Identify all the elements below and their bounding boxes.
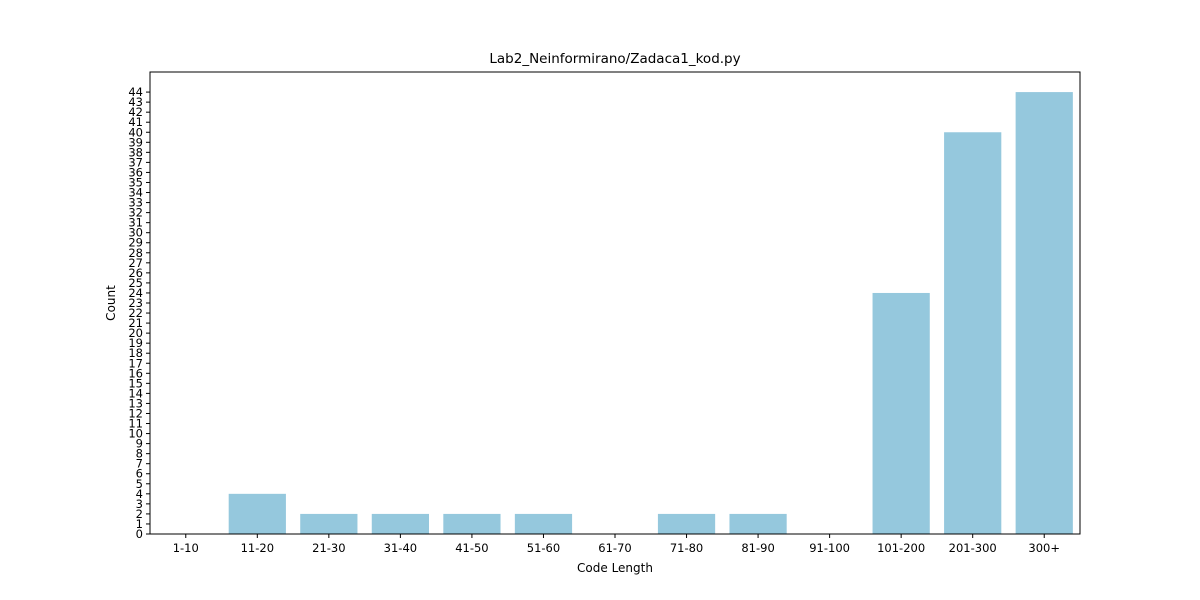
y-tick-label: 23 bbox=[128, 296, 143, 310]
y-tick-label: 40 bbox=[128, 125, 143, 139]
x-tick-label: 31-40 bbox=[384, 541, 417, 555]
y-tick-label: 36 bbox=[128, 165, 143, 179]
y-tick-label: 5 bbox=[136, 477, 143, 491]
y-tick-label: 26 bbox=[128, 266, 143, 280]
y-tick-label: 43 bbox=[128, 95, 143, 109]
y-tick-label: 16 bbox=[128, 366, 143, 380]
y-axis: 0123456789101112131415161718192021222324… bbox=[128, 85, 150, 541]
y-tick-label: 24 bbox=[128, 286, 143, 300]
y-tick-label: 11 bbox=[128, 417, 143, 431]
y-tick-label: 39 bbox=[128, 135, 143, 149]
x-tick-label: 300+ bbox=[1028, 541, 1060, 555]
x-tick-label: 91-100 bbox=[809, 541, 850, 555]
y-tick-label: 7 bbox=[136, 457, 143, 471]
y-tick-label: 37 bbox=[128, 155, 143, 169]
x-tick-label: 41-50 bbox=[455, 541, 488, 555]
y-tick-label: 9 bbox=[136, 437, 143, 451]
x-tick-label: 1-10 bbox=[173, 541, 199, 555]
bar-51-60 bbox=[514, 513, 573, 534]
x-tick-label: 51-60 bbox=[527, 541, 560, 555]
x-tick-label: 21-30 bbox=[312, 541, 345, 555]
y-tick-label: 31 bbox=[128, 216, 143, 230]
plot-frame bbox=[149, 71, 1081, 535]
y-tick-label: 27 bbox=[128, 256, 143, 270]
bar-11-20 bbox=[228, 493, 286, 534]
y-tick-label: 41 bbox=[128, 115, 143, 129]
y-tick-label: 14 bbox=[128, 386, 143, 400]
x-tick-label: 201-300 bbox=[949, 541, 997, 555]
y-tick-label: 4 bbox=[136, 487, 143, 501]
y-tick-label: 32 bbox=[128, 206, 143, 220]
y-tick-label: 35 bbox=[128, 175, 143, 189]
y-tick-label: 25 bbox=[128, 276, 143, 290]
y-tick-label: 1 bbox=[136, 517, 143, 531]
bars-layer bbox=[228, 92, 1073, 534]
y-tick-label: 12 bbox=[128, 406, 143, 420]
y-tick-label: 3 bbox=[136, 497, 143, 511]
y-tick-label: 42 bbox=[128, 105, 143, 119]
y-tick-label: 21 bbox=[128, 316, 143, 330]
y-tick-label: 28 bbox=[128, 246, 143, 260]
y-tick-label: 30 bbox=[128, 226, 143, 240]
y-tick-label: 19 bbox=[128, 336, 143, 350]
bar-31-40 bbox=[371, 513, 429, 534]
y-tick-label: 10 bbox=[128, 427, 143, 441]
y-tick-label: 15 bbox=[128, 376, 143, 390]
y-tick-label: 18 bbox=[128, 346, 143, 360]
y-tick-label: 0 bbox=[136, 527, 143, 541]
bar-201-300 bbox=[944, 132, 1002, 534]
y-tick-label: 2 bbox=[136, 507, 143, 521]
x-tick-label: 101-200 bbox=[877, 541, 925, 555]
y-tick-label: 29 bbox=[128, 236, 143, 250]
bar-300+ bbox=[1015, 92, 1073, 534]
x-axis: 1-10 11-20 21-30 31-40 41-50 51-60 61-70 71-80 8… bbox=[173, 534, 1060, 555]
y-axis-label: Count bbox=[104, 285, 118, 321]
y-tick-label: 13 bbox=[128, 396, 143, 410]
y-tick-label: 33 bbox=[128, 196, 143, 210]
y-tick-label: 20 bbox=[128, 326, 143, 340]
y-tick-label: 22 bbox=[128, 306, 143, 320]
y-tick-label: 44 bbox=[128, 85, 143, 99]
y-tick-label: 38 bbox=[128, 145, 143, 159]
x-tick-label: 11-20 bbox=[241, 541, 274, 555]
bar-71-80 bbox=[657, 513, 716, 534]
bar-101-200 bbox=[872, 292, 930, 534]
y-tick-label: 34 bbox=[128, 186, 143, 200]
y-tick-label: 17 bbox=[128, 356, 143, 370]
x-tick-label: 61-70 bbox=[598, 541, 631, 555]
x-tick-label: 81-90 bbox=[741, 541, 774, 555]
x-tick-label: 71-80 bbox=[670, 541, 703, 555]
y-tick-label: 8 bbox=[136, 447, 143, 461]
x-axis-label: Code Length bbox=[577, 561, 653, 575]
y-tick-label: 6 bbox=[136, 467, 143, 481]
bar-81-90 bbox=[729, 513, 787, 534]
chart-title: Lab2_Neinformirano/Zadaca1_kod.py bbox=[489, 51, 740, 67]
bar-21-30 bbox=[300, 513, 358, 534]
bar-41-50 bbox=[443, 513, 501, 534]
